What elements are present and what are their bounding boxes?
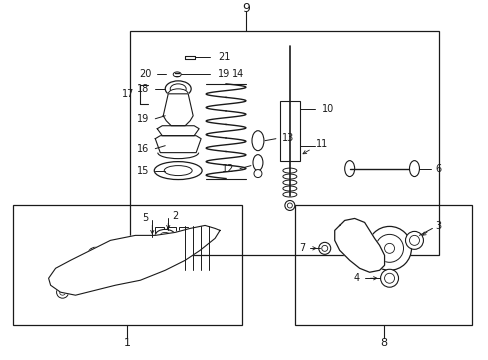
Polygon shape xyxy=(163,94,193,126)
Text: 18: 18 xyxy=(137,84,149,94)
Text: 1: 1 xyxy=(123,338,131,348)
Ellipse shape xyxy=(251,131,264,150)
Ellipse shape xyxy=(282,174,296,179)
Circle shape xyxy=(408,235,419,246)
Ellipse shape xyxy=(344,161,354,176)
Circle shape xyxy=(287,203,292,208)
Ellipse shape xyxy=(408,161,419,176)
Ellipse shape xyxy=(282,180,296,185)
Text: 9: 9 xyxy=(242,1,249,15)
Circle shape xyxy=(384,273,394,283)
Text: 6: 6 xyxy=(434,163,441,174)
Ellipse shape xyxy=(166,111,190,121)
Text: 8: 8 xyxy=(379,338,386,348)
Circle shape xyxy=(375,234,403,262)
Text: 11: 11 xyxy=(315,139,327,149)
Ellipse shape xyxy=(154,162,202,180)
Bar xyxy=(13,206,242,325)
Ellipse shape xyxy=(164,166,192,176)
Text: 16: 16 xyxy=(137,144,149,154)
Text: 17: 17 xyxy=(122,89,134,99)
Text: 3: 3 xyxy=(434,221,441,231)
Text: 15: 15 xyxy=(137,166,149,176)
Ellipse shape xyxy=(57,286,68,298)
Ellipse shape xyxy=(155,229,175,241)
Polygon shape xyxy=(155,136,201,153)
Ellipse shape xyxy=(173,72,181,77)
Ellipse shape xyxy=(87,247,103,263)
Ellipse shape xyxy=(165,81,191,97)
Ellipse shape xyxy=(168,89,188,99)
Text: 5: 5 xyxy=(142,213,148,224)
Polygon shape xyxy=(157,126,199,136)
Polygon shape xyxy=(48,225,220,295)
Text: 2: 2 xyxy=(172,211,178,221)
Circle shape xyxy=(367,226,410,270)
Text: 19: 19 xyxy=(137,114,149,124)
Bar xyxy=(130,31,439,255)
Text: 19: 19 xyxy=(218,69,230,80)
Ellipse shape xyxy=(50,270,66,286)
Bar xyxy=(155,228,164,237)
Text: 13: 13 xyxy=(281,133,294,143)
Circle shape xyxy=(380,269,398,287)
Text: 7: 7 xyxy=(299,243,305,253)
Ellipse shape xyxy=(170,84,186,94)
Text: 20: 20 xyxy=(139,69,151,80)
Circle shape xyxy=(285,201,294,211)
Bar xyxy=(294,206,471,325)
Ellipse shape xyxy=(252,155,263,171)
Text: 4: 4 xyxy=(353,273,359,283)
Text: 10: 10 xyxy=(321,104,333,114)
Ellipse shape xyxy=(282,168,296,173)
Circle shape xyxy=(405,231,423,249)
Circle shape xyxy=(384,243,394,253)
Circle shape xyxy=(318,242,330,254)
Text: 21: 21 xyxy=(218,53,230,62)
Bar xyxy=(279,101,299,161)
Text: 14: 14 xyxy=(232,69,244,80)
Ellipse shape xyxy=(282,192,296,197)
Circle shape xyxy=(321,246,327,251)
Ellipse shape xyxy=(253,170,262,177)
Ellipse shape xyxy=(282,186,296,191)
Bar xyxy=(167,228,176,237)
Polygon shape xyxy=(334,219,384,272)
Text: 12: 12 xyxy=(221,163,234,174)
Bar xyxy=(179,228,188,237)
